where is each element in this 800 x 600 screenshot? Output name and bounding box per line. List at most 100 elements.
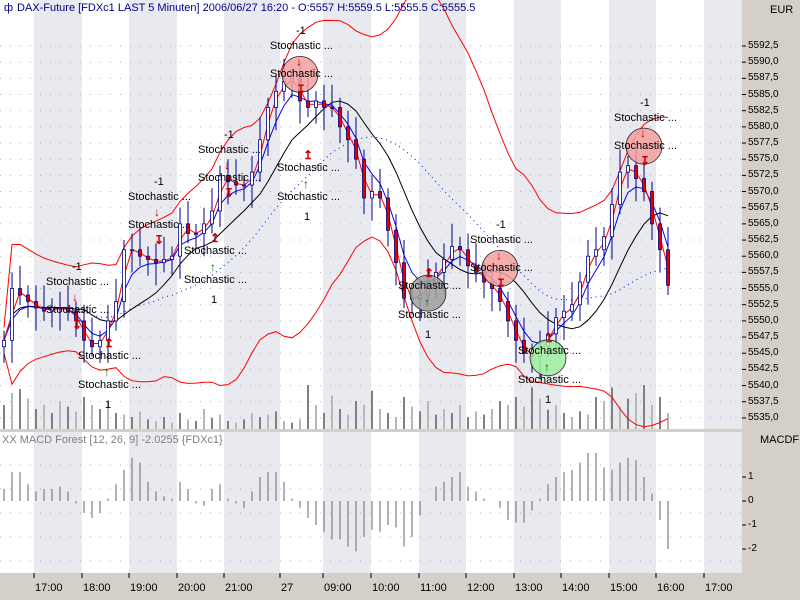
signal-label: Stochastic ... (270, 68, 333, 81)
signal-value: 1 (304, 210, 311, 223)
x-tick-label: 20:00 (178, 582, 206, 594)
candle (10, 288, 14, 341)
candle (106, 320, 110, 341)
volume-bar (19, 389, 21, 429)
buy-arrow-icon: ↑ (210, 260, 216, 274)
signal-label: Stochastic ... (470, 262, 533, 275)
y-tick-label: 5565,0 (748, 217, 779, 229)
candle (650, 191, 654, 225)
volume-bar (435, 414, 437, 429)
candle (506, 301, 510, 322)
volume-bar (563, 413, 565, 429)
y-tick-label: 5570,0 (748, 185, 779, 197)
signal-value: 1 (545, 393, 552, 406)
volume-bar (451, 413, 453, 429)
volume-bar (443, 409, 445, 429)
y-tick-label: 5552,5 (748, 298, 779, 310)
candle (370, 191, 374, 199)
candle (74, 310, 78, 322)
y-tick-label: 5542,5 (748, 363, 779, 375)
candle (634, 165, 638, 179)
candle (346, 126, 350, 141)
volume-bar (339, 409, 341, 429)
candle (602, 236, 606, 251)
volume-bar (51, 413, 53, 429)
candle (498, 288, 502, 302)
candle (234, 181, 238, 186)
volume-bar (619, 406, 621, 429)
sell-arrow-icon: ↓ (296, 54, 302, 68)
candle (114, 301, 118, 322)
volume-bar (579, 411, 581, 429)
time-axis-panel (0, 573, 800, 600)
sell-arrow-icon: ↓ (640, 126, 646, 140)
buy-arrow-icon: ↑ (424, 295, 430, 309)
signal-label: Stochastic ... (518, 344, 581, 357)
volume-bar (59, 401, 61, 429)
sell-arrow-icon: ↓ (154, 205, 160, 219)
y-tick-label: 5545,0 (748, 347, 779, 359)
signal-value: -1 (154, 176, 164, 189)
signal-value: -1 (224, 128, 234, 141)
signal-value: -1 (296, 25, 306, 38)
volume-bar (291, 422, 293, 429)
candle (34, 301, 38, 309)
volume-bar (659, 397, 661, 429)
y-tick-label: 5562,5 (748, 234, 779, 246)
sell-arrow-icon: ↓ (72, 290, 78, 304)
volume-bar (163, 417, 165, 429)
volume-bar (459, 405, 461, 429)
volume-bar (91, 405, 93, 429)
sell-arrow-icon: ↓ (496, 248, 502, 262)
candle (658, 223, 662, 251)
macd-unit-label: MACDF (760, 434, 800, 446)
hour-stripe (514, 0, 561, 573)
signal-value: 1 (211, 294, 218, 307)
candle (458, 246, 462, 251)
signal-circle (409, 274, 447, 312)
signal-label: Stochastic ... (270, 40, 333, 53)
volume-bar (27, 398, 29, 429)
volume-bar (99, 409, 101, 429)
volume-bar (363, 405, 365, 429)
macd-y-tick-label: -2 (748, 543, 757, 554)
candle (130, 249, 134, 252)
volume-bar (547, 409, 549, 429)
panel-divider (0, 429, 742, 432)
volume-bar (3, 405, 5, 429)
x-tick-label: 11:00 (420, 582, 447, 594)
candle (466, 249, 470, 267)
x-tick-label: 17:00 (705, 582, 733, 594)
candle (26, 294, 30, 302)
volume-bar (235, 422, 237, 429)
signal-label: Stochastic ... (198, 171, 261, 184)
volume-bar (419, 411, 421, 429)
x-tick-label: 14:00 (562, 582, 590, 594)
candle (266, 107, 270, 141)
volume-bar (603, 401, 605, 429)
price-axis-panel (742, 0, 800, 600)
sell-arrow-icon: ↧ (640, 154, 650, 168)
candle (586, 255, 590, 283)
y-tick-label: 5567,5 (748, 201, 779, 213)
x-tick-label: 09:00 (324, 582, 352, 594)
volume-bar (147, 419, 149, 429)
y-tick-label: 5540,0 (748, 379, 779, 391)
x-tick-label: 15:00 (610, 582, 638, 594)
signal-label: Stochastic ... (198, 143, 261, 156)
buy-arrow-icon: ↥ (104, 336, 114, 350)
signal-circle (625, 127, 663, 165)
candle (570, 304, 574, 312)
sell-arrow-icon: ↓ (224, 158, 230, 172)
candle (322, 100, 326, 108)
candle (218, 174, 222, 212)
signal-value: 1 (105, 398, 112, 411)
candle (202, 223, 206, 234)
y-tick-label: 5582,5 (748, 104, 779, 116)
candle (66, 307, 70, 312)
candle (98, 339, 102, 348)
price-unit-label: EUR (770, 4, 794, 16)
y-tick-label: 5577,5 (748, 137, 779, 149)
chart-title-text: DAX-Future [FDXc1 LAST 5 Minuten] 2006/0… (17, 2, 476, 14)
volume-bar (395, 417, 397, 429)
